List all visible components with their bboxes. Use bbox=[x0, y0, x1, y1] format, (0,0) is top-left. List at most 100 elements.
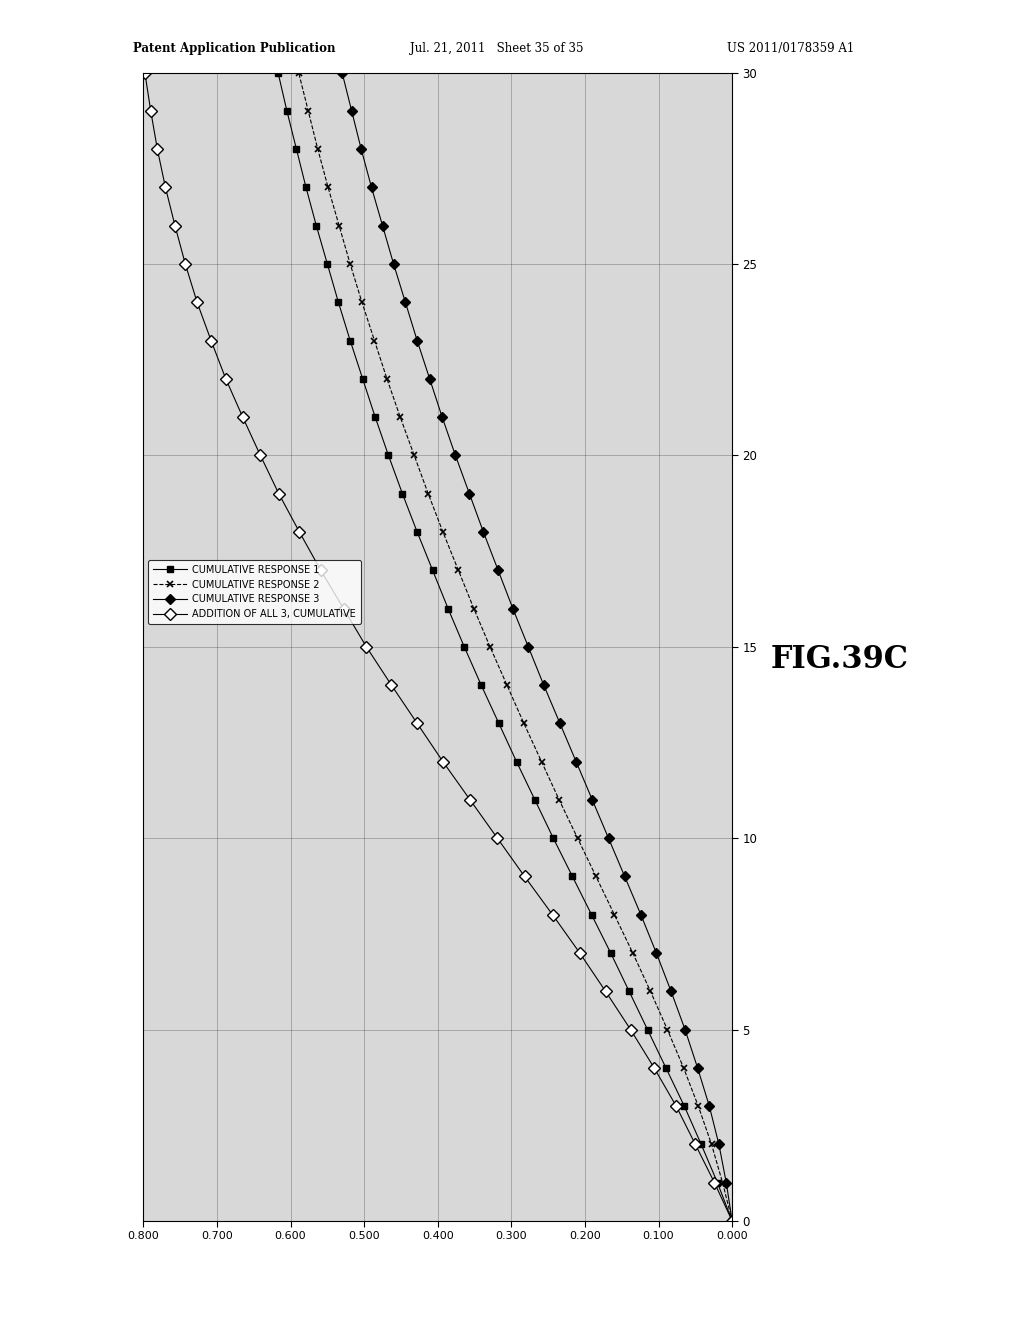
ADDITION OF ALL 3, CUMULATIVE bbox=[492, 830, 504, 846]
CUMULATIVE RESPONSE 1 bbox=[641, 1022, 653, 1038]
CUMULATIVE RESPONSE 1 bbox=[604, 945, 616, 961]
Text: Patent Application Publication: Patent Application Publication bbox=[133, 42, 336, 55]
CUMULATIVE RESPONSE 3 bbox=[586, 792, 598, 808]
CUMULATIVE RESPONSE 1 bbox=[426, 562, 438, 578]
CUMULATIVE RESPONSE 1 bbox=[566, 869, 579, 884]
CUMULATIVE RESPONSE 1 bbox=[510, 754, 522, 770]
ADDITION OF ALL 3, CUMULATIVE bbox=[160, 180, 172, 195]
Line: CUMULATIVE RESPONSE 3: CUMULATIVE RESPONSE 3 bbox=[339, 69, 735, 1225]
ADDITION OF ALL 3, CUMULATIVE bbox=[293, 524, 305, 540]
CUMULATIVE RESPONSE 3 bbox=[538, 677, 550, 693]
CUMULATIVE RESPONSE 1 bbox=[528, 792, 541, 808]
CUMULATIVE RESPONSE 3 bbox=[570, 754, 583, 770]
CUMULATIVE RESPONSE 2 bbox=[553, 792, 565, 808]
CUMULATIVE RESPONSE 1 bbox=[322, 256, 334, 272]
CUMULATIVE RESPONSE 1 bbox=[344, 333, 356, 348]
CUMULATIVE RESPONSE 3 bbox=[336, 65, 348, 81]
Legend: CUMULATIVE RESPONSE 1, CUMULATIVE RESPONSE 2, CUMULATIVE RESPONSE 3, ADDITION OF: CUMULATIVE RESPONSE 1, CUMULATIVE RESPON… bbox=[148, 560, 360, 624]
Text: US 2011/0178359 A1: US 2011/0178359 A1 bbox=[727, 42, 854, 55]
CUMULATIVE RESPONSE 2 bbox=[453, 562, 465, 578]
CUMULATIVE RESPONSE 2 bbox=[408, 447, 420, 463]
CUMULATIVE RESPONSE 1 bbox=[623, 983, 635, 999]
ADDITION OF ALL 3, CUMULATIVE bbox=[220, 371, 232, 387]
CUMULATIVE RESPONSE 3 bbox=[618, 869, 631, 884]
CUMULATIVE RESPONSE 2 bbox=[369, 333, 381, 348]
ADDITION OF ALL 3, CUMULATIVE bbox=[254, 447, 266, 463]
CUMULATIVE RESPONSE 3 bbox=[650, 945, 663, 961]
CUMULATIVE RESPONSE 1 bbox=[458, 639, 470, 655]
ADDITION OF ALL 3, CUMULATIVE bbox=[689, 1137, 701, 1152]
CUMULATIVE RESPONSE 2 bbox=[422, 486, 434, 502]
CUMULATIVE RESPONSE 3 bbox=[450, 447, 462, 463]
CUMULATIVE RESPONSE 3 bbox=[366, 180, 378, 195]
CUMULATIVE RESPONSE 3 bbox=[492, 562, 504, 578]
ADDITION OF ALL 3, CUMULATIVE bbox=[599, 983, 611, 999]
ADDITION OF ALL 3, CUMULATIVE bbox=[573, 945, 586, 961]
CUMULATIVE RESPONSE 3 bbox=[507, 601, 519, 616]
ADDITION OF ALL 3, CUMULATIVE bbox=[648, 1060, 660, 1076]
CUMULATIVE RESPONSE 2 bbox=[536, 754, 548, 770]
CUMULATIVE RESPONSE 1 bbox=[291, 141, 303, 157]
ADDITION OF ALL 3, CUMULATIVE bbox=[337, 601, 349, 616]
CUMULATIVE RESPONSE 3 bbox=[554, 715, 566, 731]
CUMULATIVE RESPONSE 1 bbox=[678, 1098, 690, 1114]
CUMULATIVE RESPONSE 1 bbox=[586, 907, 598, 923]
CUMULATIVE RESPONSE 3 bbox=[602, 830, 614, 846]
CUMULATIVE RESPONSE 1 bbox=[493, 715, 505, 731]
CUMULATIVE RESPONSE 1 bbox=[396, 486, 409, 502]
ADDITION OF ALL 3, CUMULATIVE bbox=[152, 141, 164, 157]
CUMULATIVE RESPONSE 3 bbox=[387, 256, 399, 272]
CUMULATIVE RESPONSE 3 bbox=[355, 141, 368, 157]
ADDITION OF ALL 3, CUMULATIVE bbox=[272, 486, 285, 502]
CUMULATIVE RESPONSE 2 bbox=[644, 983, 656, 999]
CUMULATIVE RESPONSE 1 bbox=[442, 601, 455, 616]
CUMULATIVE RESPONSE 2 bbox=[293, 65, 305, 81]
CUMULATIVE RESPONSE 2 bbox=[717, 1175, 729, 1191]
ADDITION OF ALL 3, CUMULATIVE bbox=[464, 792, 476, 808]
CUMULATIVE RESPONSE 2 bbox=[706, 1137, 718, 1152]
CUMULATIVE RESPONSE 2 bbox=[381, 371, 393, 387]
CUMULATIVE RESPONSE 1 bbox=[659, 1060, 672, 1076]
ADDITION OF ALL 3, CUMULATIVE bbox=[138, 65, 151, 81]
CUMULATIVE RESPONSE 2 bbox=[518, 715, 530, 731]
CUMULATIVE RESPONSE 3 bbox=[726, 1213, 738, 1229]
CUMULATIVE RESPONSE 2 bbox=[590, 869, 602, 884]
ADDITION OF ALL 3, CUMULATIVE bbox=[205, 333, 217, 348]
ADDITION OF ALL 3, CUMULATIVE bbox=[179, 256, 191, 272]
ADDITION OF ALL 3, CUMULATIVE bbox=[169, 218, 181, 234]
ADDITION OF ALL 3, CUMULATIVE bbox=[360, 639, 373, 655]
CUMULATIVE RESPONSE 1 bbox=[547, 830, 559, 846]
CUMULATIVE RESPONSE 3 bbox=[377, 218, 389, 234]
CUMULATIVE RESPONSE 2 bbox=[468, 601, 480, 616]
CUMULATIVE RESPONSE 1 bbox=[726, 1213, 738, 1229]
CUMULATIVE RESPONSE 1 bbox=[712, 1175, 724, 1191]
CUMULATIVE RESPONSE 3 bbox=[691, 1060, 703, 1076]
Line: CUMULATIVE RESPONSE 1: CUMULATIVE RESPONSE 1 bbox=[274, 70, 735, 1224]
CUMULATIVE RESPONSE 2 bbox=[311, 141, 324, 157]
CUMULATIVE RESPONSE 3 bbox=[399, 294, 412, 310]
CUMULATIVE RESPONSE 2 bbox=[608, 907, 621, 923]
ADDITION OF ALL 3, CUMULATIVE bbox=[237, 409, 249, 425]
CUMULATIVE RESPONSE 2 bbox=[437, 524, 450, 540]
ADDITION OF ALL 3, CUMULATIVE bbox=[411, 715, 423, 731]
CUMULATIVE RESPONSE 1 bbox=[310, 218, 323, 234]
CUMULATIVE RESPONSE 1 bbox=[475, 677, 487, 693]
CUMULATIVE RESPONSE 3 bbox=[436, 409, 449, 425]
CUMULATIVE RESPONSE 3 bbox=[477, 524, 489, 540]
CUMULATIVE RESPONSE 2 bbox=[571, 830, 584, 846]
CUMULATIVE RESPONSE 1 bbox=[356, 371, 369, 387]
CUMULATIVE RESPONSE 1 bbox=[332, 294, 344, 310]
CUMULATIVE RESPONSE 2 bbox=[484, 639, 497, 655]
CUMULATIVE RESPONSE 1 bbox=[382, 447, 394, 463]
CUMULATIVE RESPONSE 2 bbox=[501, 677, 513, 693]
CUMULATIVE RESPONSE 3 bbox=[522, 639, 535, 655]
CUMULATIVE RESPONSE 3 bbox=[720, 1175, 732, 1191]
ADDITION OF ALL 3, CUMULATIVE bbox=[670, 1098, 682, 1114]
CUMULATIVE RESPONSE 3 bbox=[679, 1022, 691, 1038]
CUMULATIVE RESPONSE 2 bbox=[627, 945, 639, 961]
CUMULATIVE RESPONSE 2 bbox=[355, 294, 368, 310]
CUMULATIVE RESPONSE 1 bbox=[695, 1137, 708, 1152]
CUMULATIVE RESPONSE 2 bbox=[726, 1213, 738, 1229]
Line: ADDITION OF ALL 3, CUMULATIVE: ADDITION OF ALL 3, CUMULATIVE bbox=[140, 69, 736, 1225]
CUMULATIVE RESPONSE 2 bbox=[333, 218, 345, 234]
